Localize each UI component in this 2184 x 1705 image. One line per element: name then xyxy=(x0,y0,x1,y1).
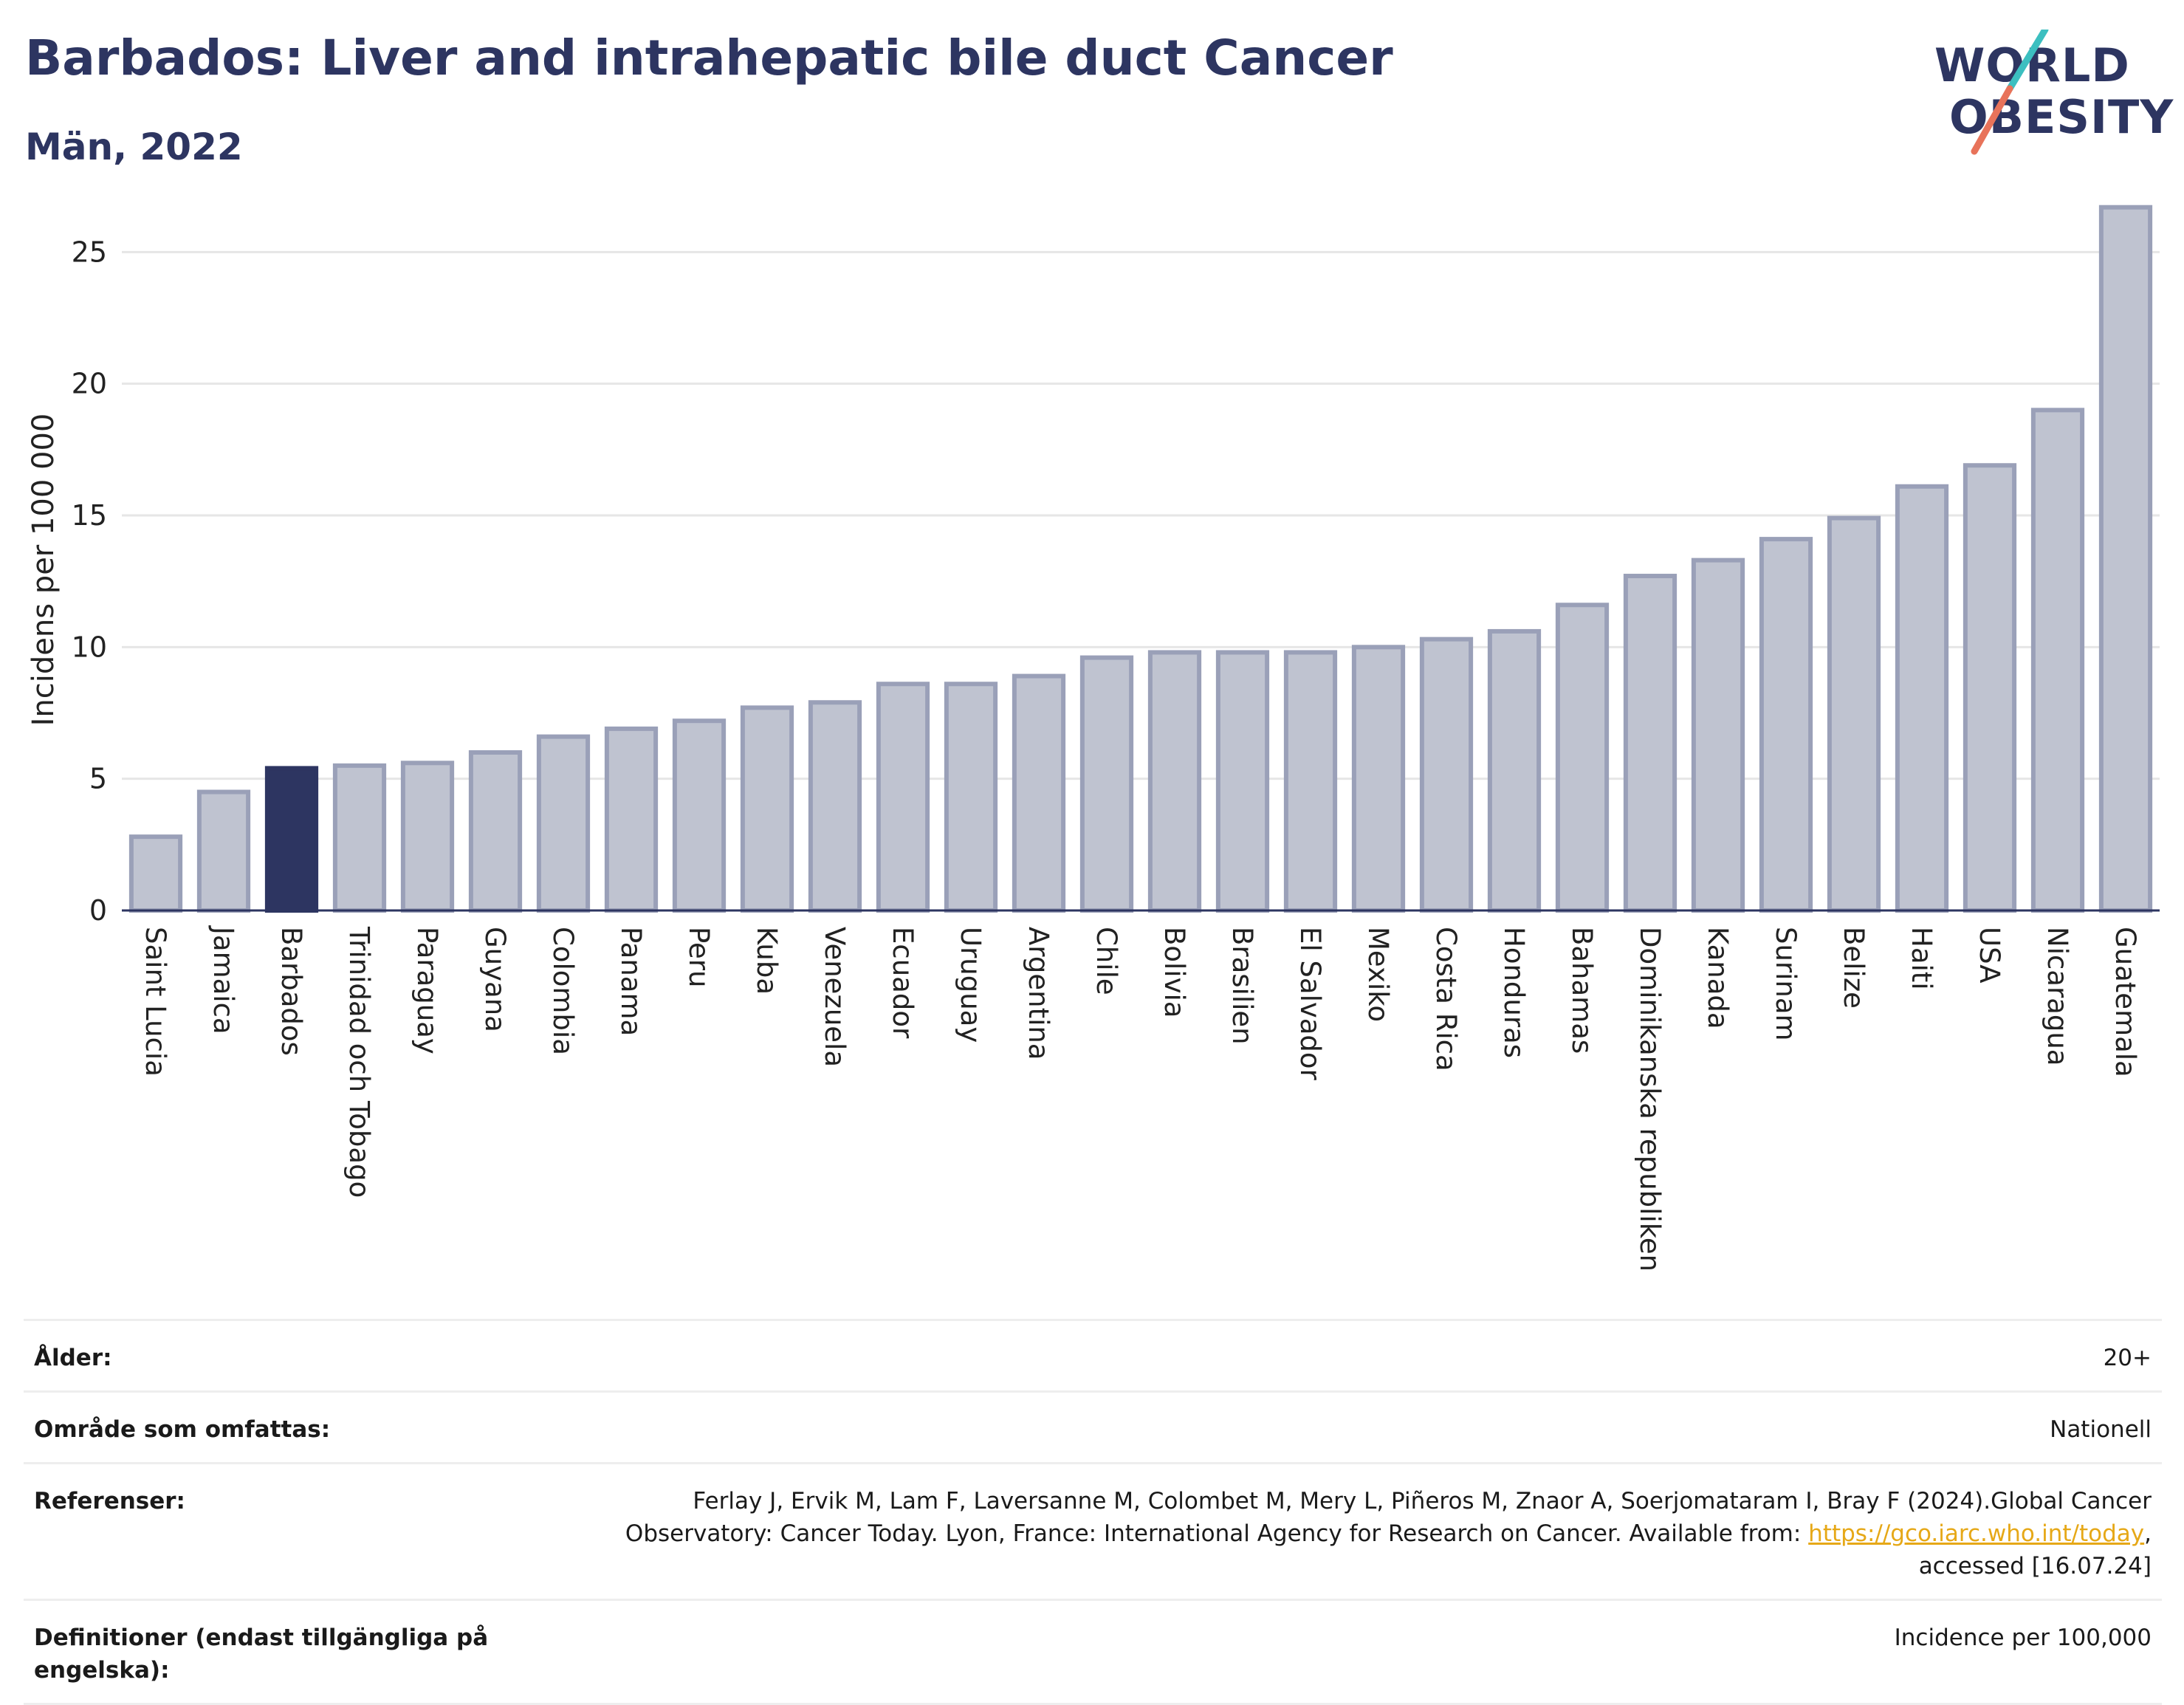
x-tick-label: Bolivia xyxy=(1158,927,1190,1018)
x-tick-label: Surinam xyxy=(1770,927,1802,1041)
x-tick-label: Costa Rica xyxy=(1430,927,1462,1071)
bar xyxy=(1079,655,1134,913)
bar xyxy=(604,726,659,913)
definitions-label: Definitioner (endast tillgängliga på eng… xyxy=(34,1625,489,1684)
bar xyxy=(1147,650,1202,913)
x-tick-label: Venezuela xyxy=(819,927,851,1067)
logo-slash-icon xyxy=(1971,30,2049,155)
x-tick-label: Saint Lucia xyxy=(140,927,171,1077)
meta-row-references: Referenser: Ferlay J, Ervik M, Lam F, La… xyxy=(24,1462,2162,1599)
bar xyxy=(1895,484,1949,913)
references-label: Referenser: xyxy=(34,1488,185,1514)
x-tick-label: Guyana xyxy=(479,927,511,1032)
y-tick-label: 25 xyxy=(72,236,107,268)
x-tick-label: Honduras xyxy=(1498,927,1530,1058)
bar xyxy=(264,766,319,913)
references-text: Ferlay J, Ervik M, Lam F, Laversanne M, … xyxy=(625,1488,2152,1547)
x-tick-label: Jamaica xyxy=(207,925,239,1035)
meta-row-age: Ålder: 20+ xyxy=(24,1319,2162,1390)
x-tick-label: Haiti xyxy=(1906,927,1937,990)
bar xyxy=(536,734,591,913)
metadata-table: Ålder: 20+ Område som omfattas: Nationel… xyxy=(24,1319,2162,1705)
bar xyxy=(1012,673,1066,913)
bar-chart: 0 5 10 15 20 25 Incidens per 100 000 Saint Luci… xyxy=(27,205,2160,1272)
bar xyxy=(1962,463,2017,913)
bar xyxy=(1691,558,1745,913)
x-tick-label: Kanada xyxy=(1702,927,1734,1029)
y-tick-label: 5 xyxy=(89,763,107,795)
bar xyxy=(1759,537,1813,913)
bar xyxy=(944,682,998,913)
age-value: 20+ xyxy=(2103,1345,2152,1371)
x-tick-label: Colombia xyxy=(547,927,579,1055)
chart-title: Barbados: Liver and intrahepatic bile du… xyxy=(25,30,1393,86)
x-tick-label: Peru xyxy=(683,927,715,987)
y-tick-label: 10 xyxy=(72,631,107,663)
y-axis-label: Incidens per 100 000 xyxy=(27,414,61,727)
x-tick-label: Panama xyxy=(615,927,647,1036)
x-tick-label: Belize xyxy=(1838,927,1869,1009)
x-tick-label: Bahamas xyxy=(1566,927,1598,1054)
bar xyxy=(808,700,862,913)
definitions-value: Incidence per 100,000 xyxy=(1894,1625,2152,1651)
x-tick-label: El Salvador xyxy=(1294,927,1326,1081)
meta-row-definitions: Definitioner (endast tillgängliga på eng… xyxy=(24,1599,2162,1705)
x-tick-label: Mexiko xyxy=(1362,927,1394,1022)
bar xyxy=(1283,650,1338,913)
bar xyxy=(332,763,387,913)
x-tick-label: Kuba xyxy=(751,927,783,995)
bar xyxy=(1487,628,1542,913)
chart-subtitle: Män, 2022 xyxy=(25,126,243,168)
x-tick-label: Chile xyxy=(1091,927,1122,995)
x-tick-label: Uruguay xyxy=(955,927,986,1043)
bar xyxy=(876,682,930,913)
bar xyxy=(1827,515,1881,913)
x-tick-label: Argentina xyxy=(1023,927,1054,1060)
bar xyxy=(1215,650,1270,913)
x-tick-label: Barbados xyxy=(275,927,307,1056)
bar xyxy=(400,761,455,913)
x-tick-label: Guatemala xyxy=(2109,927,2141,1077)
x-tick-label: Ecuador xyxy=(887,927,918,1039)
area-value: Nationell xyxy=(2050,1416,2152,1443)
bar xyxy=(1623,574,1678,913)
x-tick-label: Brasilien xyxy=(1226,927,1258,1045)
y-tick-label: 15 xyxy=(72,499,107,532)
bar xyxy=(672,718,727,913)
x-tick-label: Trinidad och Tobago xyxy=(343,926,375,1198)
bar xyxy=(468,750,523,913)
bar xyxy=(196,789,251,913)
x-tick-label: Dominikanska republiken xyxy=(1634,927,1666,1272)
bar xyxy=(1351,645,1406,913)
y-tick-label: 0 xyxy=(89,894,107,927)
x-tick-label: Nicaragua xyxy=(2042,927,2073,1066)
bar xyxy=(2030,408,2085,913)
x-tick-label: Paraguay xyxy=(411,927,443,1054)
world-obesity-logo: WORLD OBESITY xyxy=(1920,30,2173,155)
references-value: Ferlay J, Ervik M, Lam F, Laversanne M, … xyxy=(601,1485,2152,1582)
references-link[interactable]: https://gco.iarc.who.int/today xyxy=(1808,1520,2145,1547)
bar xyxy=(128,834,183,913)
meta-row-area: Område som omfattas: Nationell xyxy=(24,1390,2162,1462)
age-label: Ålder: xyxy=(34,1345,112,1371)
bar xyxy=(2098,205,2153,913)
y-tick-label: 20 xyxy=(72,368,107,400)
bar xyxy=(1419,637,1474,913)
x-tick-label: USA xyxy=(1974,927,2005,984)
references-suffix: , accessed [16.07.24] xyxy=(1918,1520,2152,1579)
bar xyxy=(1555,603,1610,913)
bar xyxy=(740,705,794,913)
area-label: Område som omfattas: xyxy=(34,1416,331,1443)
